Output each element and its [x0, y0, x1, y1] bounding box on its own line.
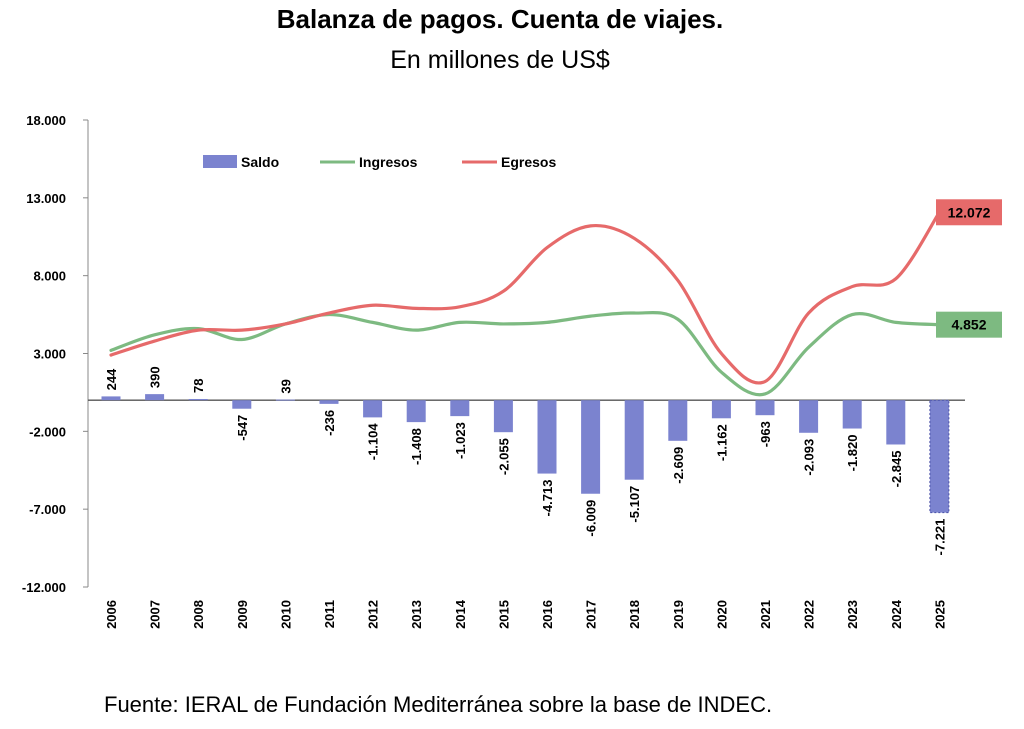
x-tick-label: 2024 — [889, 599, 904, 629]
x-tick-label: 2021 — [758, 600, 773, 629]
x-tick-label: 2025 — [932, 600, 947, 629]
line-egresos — [109, 210, 941, 385]
legend-swatch-saldo — [203, 155, 237, 168]
egresos-end-label-box — [936, 199, 1002, 226]
bar-data-label: 39 — [278, 379, 293, 393]
ingresos-end-label-box — [936, 311, 1002, 338]
bar-saldo — [188, 398, 208, 401]
legend-label-egresos: Egresos — [501, 154, 556, 170]
x-tick-label: 2006 — [104, 600, 119, 629]
y-tick-label: -2.000 — [29, 424, 66, 439]
bar-data-label: -6.009 — [584, 500, 599, 537]
x-tick-label: 2014 — [453, 599, 468, 629]
bar-saldo — [232, 400, 252, 409]
x-tick-label: 2022 — [802, 600, 817, 629]
legend-label-ingresos: Ingresos — [359, 154, 418, 170]
y-tick-label: 13.000 — [26, 191, 66, 206]
x-tick-label: 2009 — [235, 600, 250, 629]
bar-data-label: -963 — [758, 421, 773, 447]
bar-data-label: -1.408 — [409, 428, 424, 465]
bar-saldo — [493, 400, 513, 433]
legend-label-saldo: Saldo — [241, 154, 279, 170]
bar-saldo — [842, 400, 862, 429]
x-tick-label: 2023 — [845, 600, 860, 629]
bar-saldo — [668, 400, 688, 441]
bar-data-label: -1.162 — [714, 424, 729, 461]
ingresos-end-label: 4.852 — [951, 317, 986, 333]
bar-saldo — [929, 399, 950, 514]
x-tick-label: 2013 — [409, 600, 424, 629]
x-tick-label: 2020 — [714, 600, 729, 629]
source-note: Fuente: IERAL de Fundación Mediterránea … — [104, 692, 773, 717]
bar-saldo — [406, 400, 426, 423]
bar-saldo — [711, 400, 731, 419]
x-tick-label: 2018 — [627, 600, 642, 629]
bar-data-label: -236 — [322, 410, 337, 436]
line-ingresos — [109, 311, 941, 397]
bar-saldo — [624, 400, 644, 480]
y-tick-label: 8.000 — [33, 269, 66, 284]
bar-saldo — [886, 400, 906, 445]
bar-saldo — [799, 400, 819, 433]
bar-saldo — [145, 394, 165, 401]
bar-data-label: -2.093 — [802, 439, 817, 476]
x-tick-label: 2016 — [540, 600, 555, 629]
x-tick-label: 2017 — [584, 600, 599, 629]
bar-data-label: -5.107 — [627, 486, 642, 523]
x-tick-label: 2010 — [278, 600, 293, 629]
chart-subtitle: En millones de US$ — [390, 46, 610, 74]
bar-saldo — [319, 400, 339, 404]
bar-saldo — [537, 400, 557, 474]
bar-data-label: -4.713 — [540, 480, 555, 517]
bar-data-label: -2.609 — [671, 447, 686, 484]
bar-saldo — [275, 399, 295, 401]
y-tick-label: 18.000 — [26, 113, 66, 128]
bar-saldo — [363, 400, 383, 418]
x-tick-label: 2015 — [496, 600, 511, 629]
bar-saldo — [755, 400, 775, 416]
x-tick-label: 2007 — [148, 600, 163, 629]
bar-data-label: -547 — [235, 415, 250, 441]
x-tick-label: 2008 — [191, 600, 206, 629]
y-tick-label: 3.000 — [33, 347, 66, 362]
y-tick-label: -12.000 — [22, 580, 66, 595]
bar-saldo — [581, 400, 601, 494]
bar-data-label: -1.104 — [366, 423, 381, 461]
bar-saldo — [101, 396, 121, 401]
bar-data-label: 390 — [148, 366, 163, 388]
egresos-end-label: 12.072 — [948, 204, 991, 220]
bar-data-label: 78 — [191, 379, 206, 393]
bar-saldo — [450, 400, 470, 417]
bar-data-label: -1.820 — [845, 435, 860, 472]
y-tick-label: -7.000 — [29, 502, 66, 517]
bar-data-label: 244 — [104, 368, 119, 390]
bar-data-label: -2.055 — [496, 438, 511, 475]
x-tick-label: 2012 — [366, 600, 381, 629]
bar-data-label: -1.023 — [453, 422, 468, 459]
bar-data-label: -7.221 — [932, 519, 947, 556]
x-tick-label: 2011 — [322, 600, 337, 628]
chart-title: Balanza de pagos. Cuenta de viajes. — [276, 4, 724, 34]
bar-data-label: -2.845 — [889, 450, 904, 487]
x-tick-label: 2019 — [671, 600, 686, 629]
